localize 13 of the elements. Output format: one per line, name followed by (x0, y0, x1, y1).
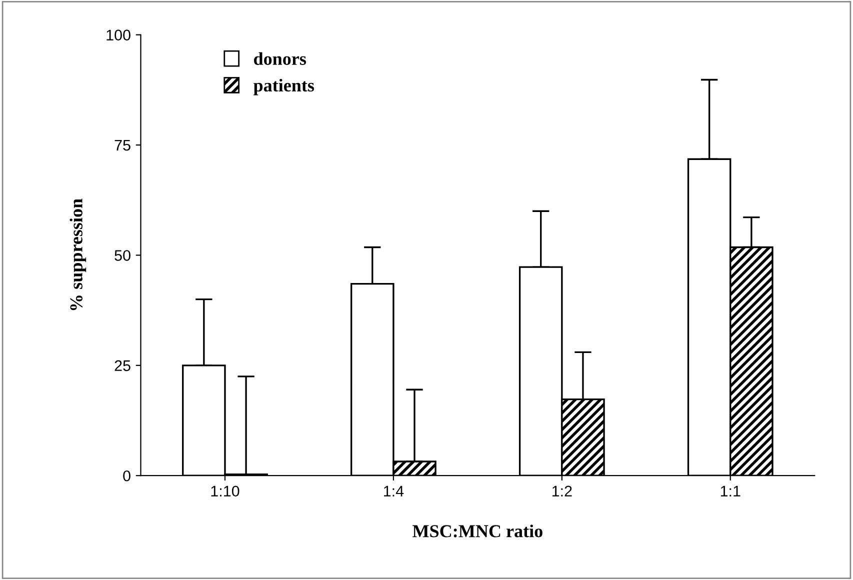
legend-label: donors (254, 52, 306, 65)
x-tick-label: 1:10 (211, 486, 240, 497)
x-tick-label: 1:2 (552, 486, 572, 496)
y-tick-label: 25 (114, 360, 130, 372)
y-axis-title: % suppression (70, 198, 86, 310)
y-tick-label: 0 (123, 470, 130, 482)
legend-label: patients (254, 78, 314, 96)
x-tick-label: 1:1 (720, 486, 740, 496)
y-tick-label: 100 (106, 30, 130, 40)
y-tick-label: 50 (114, 250, 130, 261)
x-tick-label: 1:4 (384, 486, 404, 496)
x-axis-title: MSC:MNC ratio (412, 524, 542, 538)
y-tick-label: 75 (114, 140, 130, 151)
